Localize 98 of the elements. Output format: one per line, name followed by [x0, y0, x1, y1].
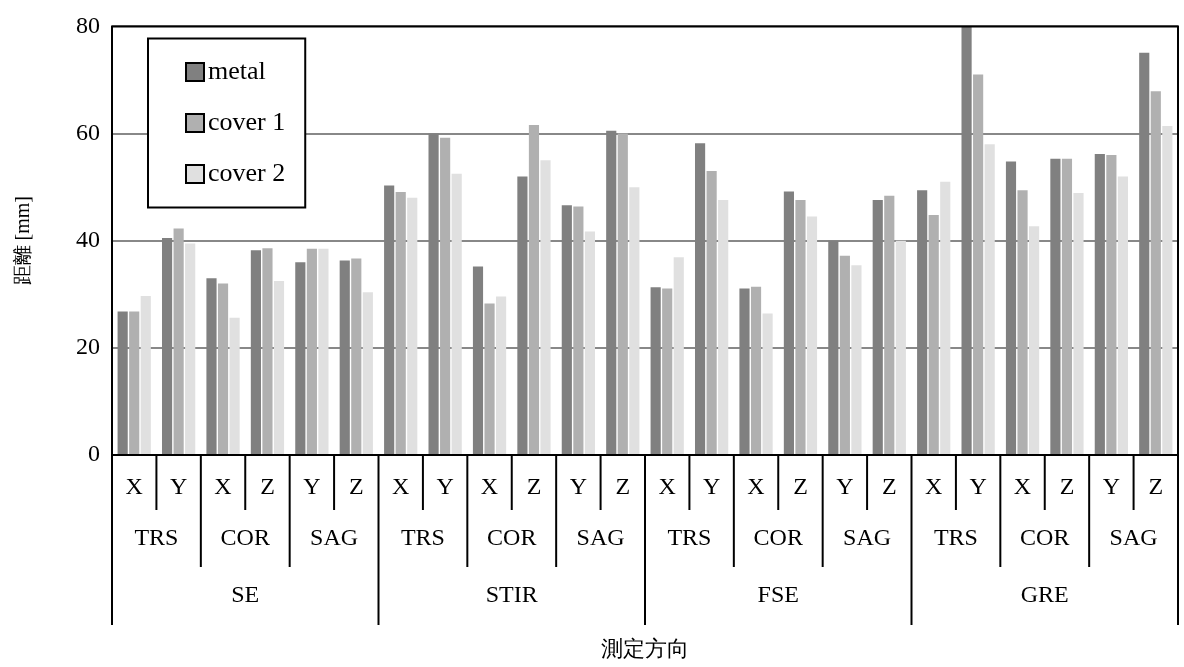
bar [851, 265, 862, 454]
y-tick-label: 60 [76, 118, 100, 145]
x-tick-label: X [125, 472, 143, 499]
x-tick-label: Y [969, 472, 987, 499]
y-tick-label: 0 [88, 440, 100, 467]
text: SAG [843, 523, 892, 550]
bar [1106, 154, 1117, 454]
bar [217, 283, 229, 454]
y-axis-title: 距離 [mm] [11, 195, 34, 286]
x-tick-label: Y [169, 472, 188, 499]
x-tick-label: X [658, 472, 676, 499]
bar [496, 296, 507, 454]
bar [795, 199, 806, 454]
bar [129, 311, 140, 454]
x-tick-label: Y [702, 472, 721, 499]
bar [617, 133, 628, 454]
x-tick-label: X [392, 472, 410, 499]
text: 測定方向 [601, 635, 689, 661]
bar [984, 144, 995, 454]
text: TRS [400, 523, 445, 550]
text: COR [1020, 523, 1070, 550]
x-tick-label: Z [793, 472, 808, 499]
text: TRS [667, 523, 712, 550]
bar [262, 248, 273, 454]
bar [928, 214, 939, 454]
bar [762, 313, 773, 454]
bar [718, 199, 729, 454]
text: TRS [134, 523, 179, 550]
bar [706, 171, 717, 454]
bar [1017, 190, 1028, 454]
x-tick-label: X [480, 472, 499, 499]
bar [273, 280, 285, 454]
text: GRE [1020, 581, 1069, 608]
text: TRS [933, 523, 978, 550]
bar [440, 137, 451, 454]
bar [484, 303, 495, 454]
y-tick-label: 20 [76, 333, 100, 360]
bar [407, 197, 418, 454]
x-tick-label: Z [1148, 472, 1164, 499]
bar [673, 257, 684, 454]
bar [1073, 193, 1084, 454]
text: STIR [485, 581, 538, 608]
bar [629, 187, 640, 454]
bar [540, 160, 551, 454]
x-tick-label: Z [526, 472, 542, 499]
bar [140, 295, 151, 454]
text: FSE [757, 581, 799, 608]
bar [750, 286, 762, 454]
bar [362, 292, 373, 454]
bar [1117, 176, 1129, 454]
bar [1029, 226, 1040, 454]
legend-label: cover 1 [208, 106, 286, 136]
y-tick-label: 80 [76, 11, 100, 38]
bar [662, 288, 673, 454]
bar [895, 240, 906, 454]
bar [185, 243, 196, 454]
bar [318, 248, 329, 454]
bar [940, 181, 951, 454]
bar [528, 124, 540, 454]
bar [451, 173, 462, 454]
bar [573, 206, 584, 454]
x-tick-label: Y [303, 472, 321, 499]
bar [973, 74, 984, 454]
bar [395, 191, 406, 454]
legend-label: metal [208, 55, 266, 85]
bar [884, 195, 895, 454]
y-tick-label: 40 [76, 226, 100, 252]
x-tick-label: X [747, 472, 765, 499]
x-tick-label: Z [881, 472, 897, 499]
bar [1061, 158, 1073, 454]
bar [306, 248, 317, 454]
x-tick-label: X [925, 472, 943, 499]
bar [173, 228, 184, 454]
text: SAG [576, 523, 625, 550]
bar [839, 255, 850, 454]
x-tick-label: Z [348, 472, 364, 499]
x-tick-label: Y [1102, 472, 1121, 499]
bar [351, 258, 362, 454]
bar [1162, 126, 1173, 454]
bar [229, 317, 240, 454]
x-tick-label: Y [569, 472, 588, 499]
bar [806, 216, 818, 454]
text: COR [753, 523, 803, 550]
text: COR [220, 523, 270, 550]
text: SE [231, 581, 260, 608]
legend-label: cover 2 [208, 157, 286, 187]
bar [584, 231, 596, 454]
text: COR [487, 523, 537, 550]
x-tick-label: X [214, 472, 232, 499]
x-tick-label: Z [260, 472, 275, 499]
x-tick-label: Z [615, 472, 631, 499]
x-tick-label: Z [1059, 472, 1075, 499]
x-tick-label: X [1013, 472, 1032, 499]
text: SAG [310, 523, 359, 550]
text: SAG [1109, 523, 1158, 550]
x-tick-label: Y [436, 472, 454, 499]
x-tick-label: Y [836, 472, 854, 499]
bar [1150, 91, 1161, 454]
